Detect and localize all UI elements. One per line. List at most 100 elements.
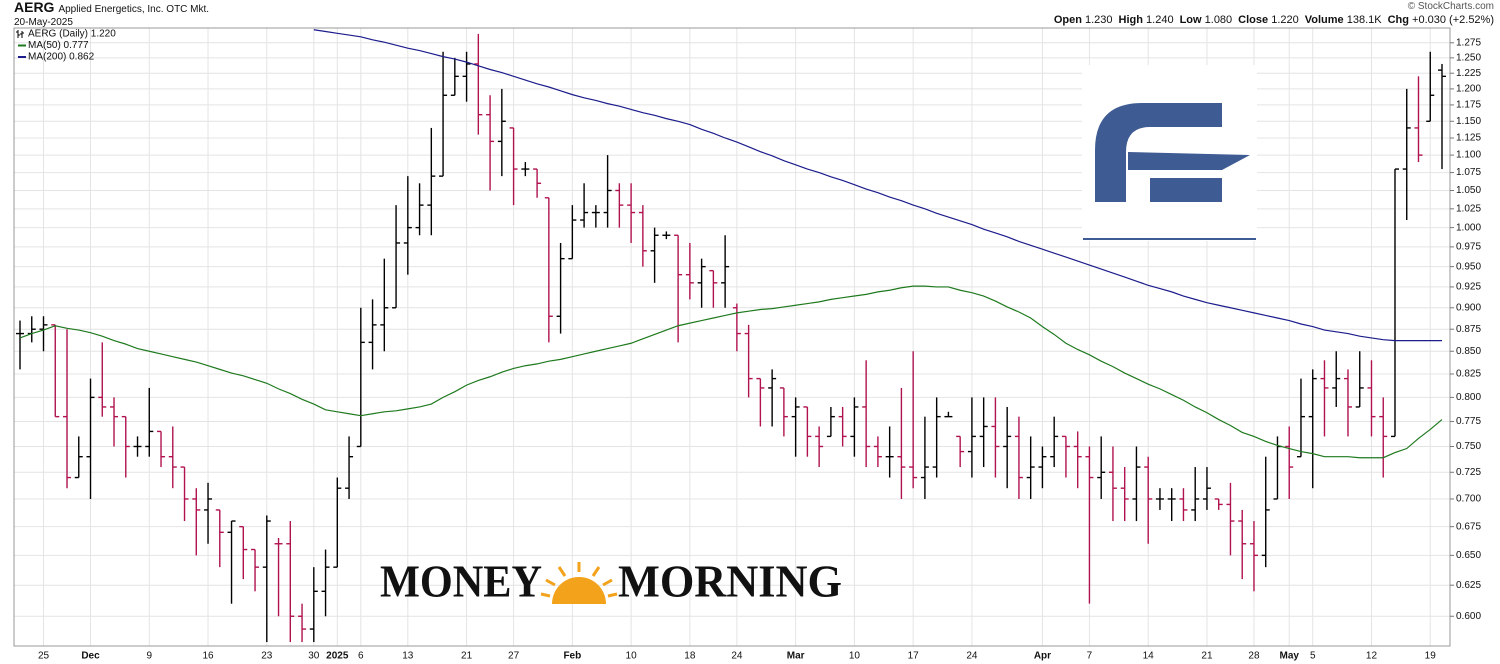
x-tick-label: 9 bbox=[146, 651, 152, 662]
price-bar bbox=[1003, 406, 1012, 489]
ma-line bbox=[19, 285, 1443, 459]
price-bar bbox=[1343, 369, 1352, 437]
quote-value: 1.240 bbox=[1146, 14, 1174, 26]
quote-value: 1.080 bbox=[1204, 14, 1233, 26]
x-tick-label: 25 bbox=[38, 651, 50, 662]
y-tick-label: 1.175 bbox=[1456, 100, 1481, 111]
x-tick-label: Mar bbox=[787, 651, 805, 662]
price-bar bbox=[450, 57, 459, 96]
y-tick-label: 0.600 bbox=[1456, 611, 1481, 622]
y-tick-label: 0.925 bbox=[1456, 282, 1481, 293]
x-tick-label: 7 bbox=[1087, 651, 1093, 662]
price-bar bbox=[603, 155, 612, 228]
price-bar bbox=[1249, 521, 1258, 592]
price-bar bbox=[286, 521, 295, 643]
price-bar bbox=[991, 397, 1000, 478]
logo-a bbox=[1095, 103, 1222, 202]
price-bar bbox=[1261, 456, 1270, 568]
y-tick-label: 0.625 bbox=[1456, 580, 1481, 591]
price-bar bbox=[944, 411, 953, 418]
y-tick-label: 1.275 bbox=[1456, 37, 1481, 48]
x-tick-label: 24 bbox=[731, 651, 743, 662]
price-bar bbox=[838, 406, 847, 447]
x-tick-label: Apr bbox=[1034, 651, 1051, 662]
price-bar bbox=[627, 183, 636, 243]
y-tick-label: 0.900 bbox=[1456, 302, 1481, 313]
price-bar bbox=[1167, 488, 1176, 522]
y-tick-label: 1.100 bbox=[1456, 150, 1481, 161]
price-bar bbox=[1438, 63, 1446, 170]
price-bar bbox=[380, 258, 389, 352]
watermark: MONEY MORNING bbox=[380, 556, 842, 607]
x-tick-label: 14 bbox=[1143, 651, 1155, 662]
price-bar bbox=[392, 205, 401, 309]
price-bar bbox=[638, 205, 647, 267]
header: AERG Applied Energetics, Inc. OTC Mkt. 20… bbox=[14, 0, 210, 29]
price-bar bbox=[1144, 456, 1153, 544]
price-bar bbox=[1179, 488, 1188, 522]
y-tick-label: 1.225 bbox=[1456, 68, 1481, 79]
y-tick-label: 1.075 bbox=[1456, 167, 1481, 178]
quote-value: +0.030 (+2.52%) bbox=[1412, 14, 1494, 26]
y-tick-label: 0.725 bbox=[1456, 467, 1481, 478]
x-tick-label: 13 bbox=[402, 651, 414, 662]
logo-bar bbox=[1128, 152, 1250, 170]
x-tick-label: 17 bbox=[908, 651, 920, 662]
price-bar bbox=[521, 162, 530, 177]
quote-label: Close bbox=[1238, 14, 1269, 26]
date: 20-May-2025 bbox=[14, 17, 73, 28]
x-tick-label: 10 bbox=[849, 651, 861, 662]
price-bar bbox=[497, 88, 506, 177]
price-bar bbox=[1085, 446, 1094, 604]
price-bar bbox=[1073, 431, 1082, 489]
legend-label: MA(200) 0.862 bbox=[28, 52, 95, 63]
y-tick-label: 0.700 bbox=[1456, 494, 1481, 505]
plot bbox=[16, 29, 1446, 643]
x-tick-label: 23 bbox=[261, 651, 273, 662]
price-bar bbox=[591, 205, 600, 228]
price-bar bbox=[1332, 351, 1341, 407]
y-tick-label: 1.250 bbox=[1456, 52, 1481, 63]
price-bar bbox=[180, 466, 189, 522]
price-bar bbox=[1355, 351, 1364, 408]
price-bar bbox=[145, 387, 154, 457]
quote-value: 1.220 bbox=[1271, 14, 1299, 26]
price-bar bbox=[1132, 446, 1141, 522]
x-tick-label: 28 bbox=[1248, 651, 1260, 662]
price-bar bbox=[121, 415, 130, 478]
price-bar bbox=[63, 329, 72, 489]
price-bar bbox=[1426, 51, 1435, 122]
price-bar bbox=[709, 269, 718, 308]
price-bar bbox=[368, 299, 377, 370]
price-bar bbox=[427, 127, 436, 236]
sun-icon bbox=[540, 562, 618, 604]
price-bar bbox=[86, 378, 95, 499]
legend-label: MA(50) 0.777 bbox=[28, 40, 89, 51]
quote-value: 138.1K bbox=[1346, 14, 1382, 26]
quote-label: High bbox=[1118, 14, 1143, 26]
y-tick-label: 1.050 bbox=[1456, 185, 1481, 196]
x-tick-label: 19 bbox=[1425, 651, 1437, 662]
price-bar bbox=[274, 538, 283, 617]
x-tick-label: 21 bbox=[461, 651, 473, 662]
price-bar bbox=[768, 369, 777, 427]
price-bar bbox=[309, 567, 318, 643]
price-bar bbox=[685, 242, 694, 300]
y-tick-label: 0.800 bbox=[1456, 392, 1481, 403]
ma-line bbox=[313, 29, 1442, 342]
x-tick-label: 5 bbox=[1310, 651, 1316, 662]
price-bar bbox=[1414, 76, 1423, 163]
price-bar bbox=[1061, 435, 1070, 478]
credit: © StockCharts.com bbox=[1407, 1, 1494, 12]
watermark-word: MONEY bbox=[380, 556, 542, 607]
quote-label: Chg bbox=[1387, 14, 1409, 26]
company: Applied Energetics, Inc. OTC Mkt. bbox=[58, 4, 210, 15]
quote-label: Open bbox=[1053, 14, 1082, 26]
price-bar bbox=[439, 51, 448, 177]
price-bar bbox=[1108, 446, 1117, 522]
y-tick-label: 0.875 bbox=[1456, 324, 1481, 335]
price-bar bbox=[873, 436, 882, 468]
price-bar bbox=[756, 377, 765, 427]
